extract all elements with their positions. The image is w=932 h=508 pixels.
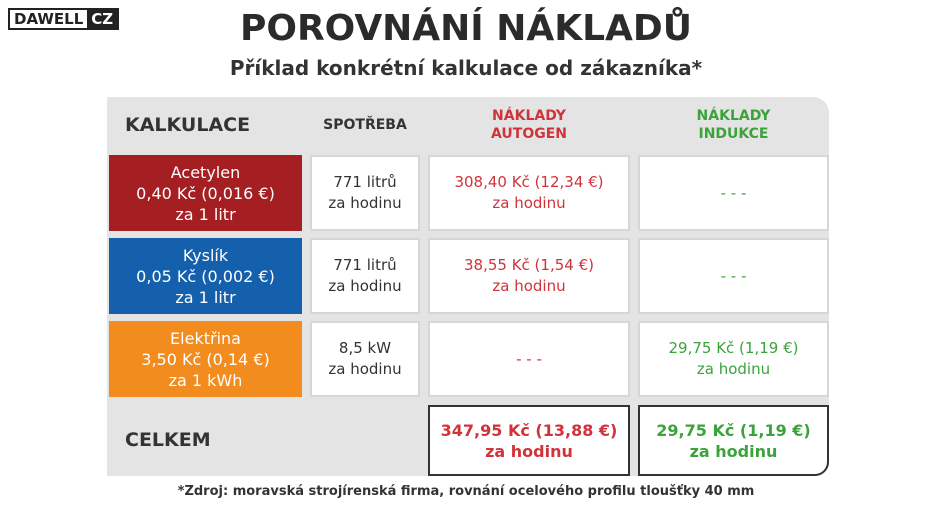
cell-text: 0,40 Kč (0,016 €) xyxy=(136,183,275,203)
logo: DAWELL CZ xyxy=(8,8,120,30)
cell-text: 3,50 Kč (0,14 €) xyxy=(141,349,270,369)
item-cell: Elektřina 3,50 Kč (0,14 €) za 1 kWh xyxy=(109,321,302,397)
cell-text: za hodinu xyxy=(492,277,566,295)
cell-text: 347,95 Kč (13,88 €) xyxy=(440,420,618,440)
cell-text: Acetylen xyxy=(170,162,241,182)
cell-text: KALKULACE xyxy=(125,113,251,136)
cell-text: za hodinu xyxy=(328,360,402,378)
cell-text: - - - xyxy=(720,266,747,285)
header-cell: NÁKLADY AUTOGEN xyxy=(428,97,630,153)
cell-text: SPOTŘEBA xyxy=(323,116,407,133)
header-cell: KALKULACE xyxy=(109,97,302,153)
footnote: *Zdroj: moravská strojírenská firma, rov… xyxy=(177,484,755,499)
cell-text: INDUKCE xyxy=(698,126,769,142)
cell-text: CELKEM xyxy=(125,429,211,451)
header-cell: SPOTŘEBA xyxy=(310,97,420,153)
value-cell: - - - xyxy=(638,155,829,231)
cell-text: za 1 kWh xyxy=(168,370,243,390)
value-cell: - - - xyxy=(638,238,829,314)
value-cell: 29,75 Kč (1,19 €) za hodinu xyxy=(638,321,829,397)
item-cell: Kyslík 0,05 Kč (0,002 €) za 1 litr xyxy=(109,238,302,314)
cell-text: 29,75 Kč (1,19 €) xyxy=(656,420,811,440)
header-cell: NÁKLADY INDUKCE xyxy=(638,97,829,153)
cell-text: 308,40 Kč (12,34 €) xyxy=(454,173,604,191)
cell-text: NÁKLADY xyxy=(492,108,566,124)
value-cell: - - - xyxy=(428,321,630,397)
value-cell: 771 litrů za hodinu xyxy=(310,155,420,231)
cell-text: za 1 litr xyxy=(175,204,236,224)
cell-text: za 1 litr xyxy=(175,287,236,307)
value-cell: 38,55 Kč (1,54 €) za hodinu xyxy=(428,238,630,314)
logo-name: DAWELL xyxy=(14,10,84,28)
cell-text: Kyslík xyxy=(182,245,229,265)
logo-suffix: CZ xyxy=(87,10,118,28)
subtitle: Příklad konkrétní kalkulace od zákazníka… xyxy=(229,56,703,80)
value-cell: 8,5 kW za hodinu xyxy=(310,321,420,397)
total-label: CELKEM xyxy=(109,405,420,476)
cell-text: 0,05 Kč (0,002 €) xyxy=(136,266,275,286)
cell-text: 771 litrů xyxy=(333,256,397,274)
cell-text: za hodinu xyxy=(328,277,402,295)
cell-text: za hodinu xyxy=(689,441,778,461)
total-cell: 29,75 Kč (1,19 €) za hodinu xyxy=(638,405,829,476)
item-cell: Acetylen 0,40 Kč (0,016 €) za 1 litr xyxy=(109,155,302,231)
cell-text: Elektřina xyxy=(170,328,241,348)
cell-text: za hodinu xyxy=(696,360,771,378)
cell-text: NÁKLADY xyxy=(696,108,771,124)
value-cell: 771 litrů za hodinu xyxy=(310,238,420,314)
value-cell: 308,40 Kč (12,34 €) za hodinu xyxy=(428,155,630,231)
cell-text: - - - xyxy=(516,349,542,368)
cell-text: za hodinu xyxy=(328,194,402,212)
cell-text: 8,5 kW xyxy=(338,339,392,357)
total-cell: 347,95 Kč (13,88 €) za hodinu xyxy=(428,405,630,476)
cell-text: AUTOGEN xyxy=(491,126,567,142)
cell-text: 771 litrů xyxy=(333,173,397,191)
cell-text: 38,55 Kč (1,54 €) xyxy=(464,256,594,274)
title: POROVNÁNÍ NÁKLADŮ xyxy=(239,8,693,49)
cell-text: za hodinu xyxy=(485,441,573,461)
cell-text: za hodinu xyxy=(492,194,566,212)
cell-text: 29,75 Kč (1,19 €) xyxy=(668,339,799,357)
cell-text: - - - xyxy=(720,183,747,202)
